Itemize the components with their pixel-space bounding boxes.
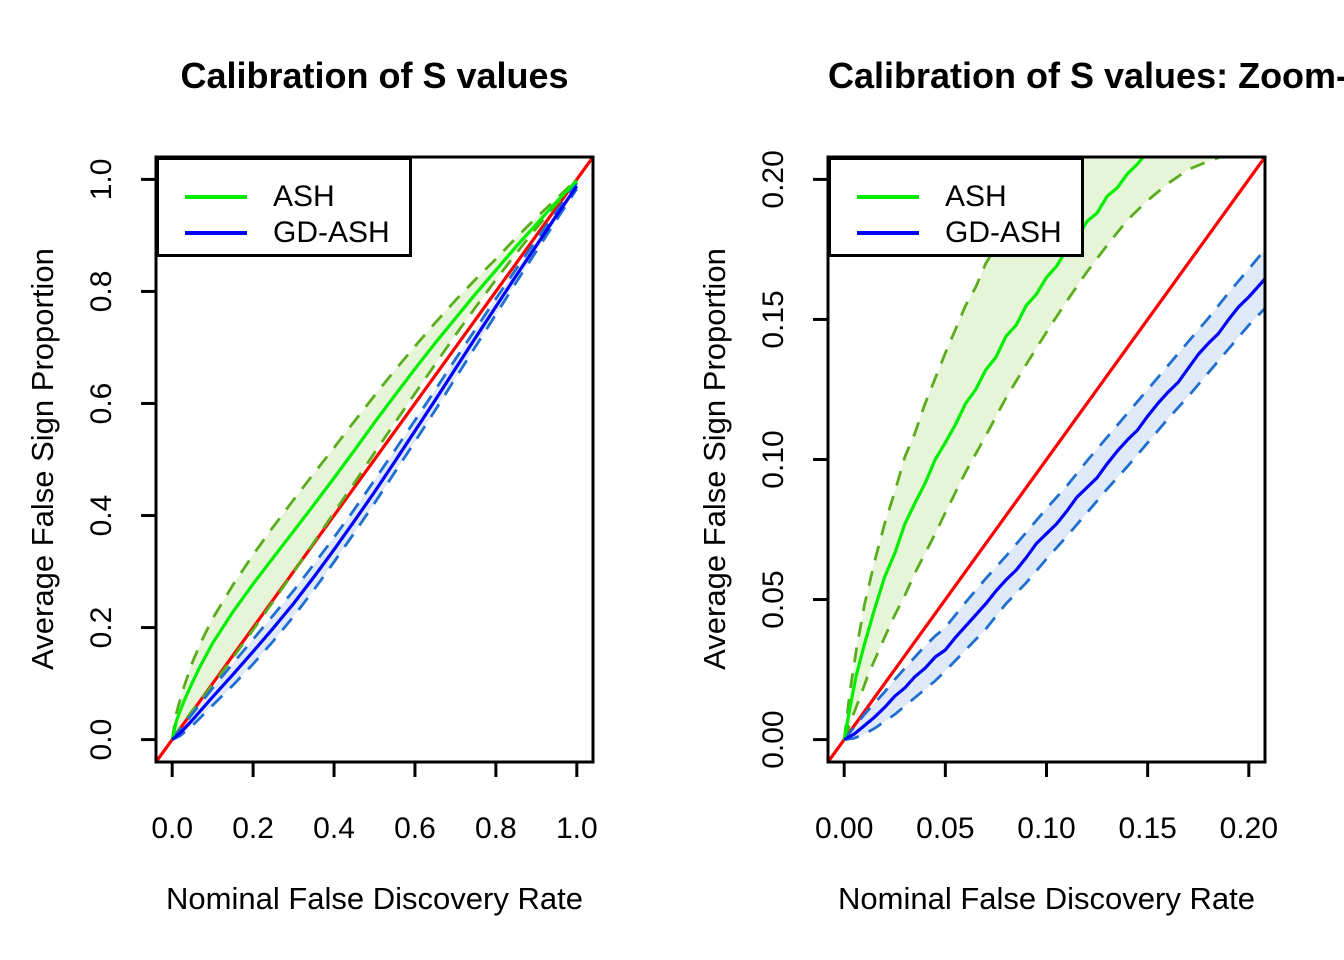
ash-mean-line	[842, 157, 1146, 740]
x-tick-label: 1.0	[556, 812, 598, 845]
legend-right: ASH GD-ASH	[828, 157, 1084, 257]
x-tick-label: 0.8	[475, 812, 517, 845]
legend-label-gd-ash: GD-ASH	[273, 216, 390, 249]
y-tick-label: 0.10	[757, 430, 790, 488]
panel-calibration-zoom: 0.00 0.05 0.10 0.15 0.20 0.00 0.05 0.10 0.15 0.20…	[672, 0, 1344, 960]
y-axis-label-left: Average False Sign Proportion	[25, 248, 60, 670]
x-tick-label: 0.0	[151, 812, 193, 845]
y-tick-label: 0.00	[757, 710, 790, 768]
gdash-upper-ci-line	[843, 248, 1265, 741]
gdash-mean-line	[843, 277, 1265, 741]
x-tick-label: 0.05	[916, 812, 974, 845]
ash-lower-ci-line	[171, 181, 578, 741]
legend-entry-ash: ASH	[185, 180, 335, 213]
x-tick-label: 0.00	[815, 812, 873, 845]
legend-label-ash: ASH	[945, 180, 1007, 213]
plot-svg-0: 0.0 0.2 0.4 0.6 0.8 1.0 0.0 0.2 0.4 0.6 0.8 1.0	[85, 155, 598, 845]
ash-line-swatch	[857, 195, 919, 199]
gdash-mean-line	[171, 185, 579, 741]
panel-calibration: 0.0 0.2 0.4 0.6 0.8 1.0 0.0 0.2 0.4 0.6 0.8 1.0 Cal…	[25, 55, 598, 917]
identity-line-line	[156, 157, 593, 762]
ash-line-swatch	[185, 195, 247, 199]
legend-left: ASH GD-ASH	[156, 157, 412, 257]
x-tick-label: 0.2	[232, 812, 274, 845]
plot-svg-1: 0.00 0.05 0.10 0.15 0.20 0.00 0.05 0.10 0.15 0.20	[757, 150, 1278, 845]
y-axis-label-right: Average False Sign Proportion	[697, 248, 732, 670]
plot-title-right: Calibration of S values: Zoom-in	[828, 55, 1344, 96]
y-tick-label: 0.6	[85, 383, 118, 425]
x-axis-label-left: Nominal False Discovery Rate	[166, 881, 583, 916]
x-tick-label: 0.4	[313, 812, 355, 845]
y-tick-label: 0.4	[85, 495, 118, 537]
y-tick-label: 0.20	[757, 150, 790, 208]
identity-line-line	[828, 157, 1265, 762]
x-tick-label: 0.6	[394, 812, 436, 845]
y-tick-label: 0.05	[757, 570, 790, 628]
gd-ash-line-swatch	[185, 231, 247, 235]
gdash-lower-ci-line	[171, 188, 578, 741]
gdash-lower-ci-line	[844, 307, 1265, 741]
ash-mean-line	[170, 179, 578, 740]
legend-entry-gd-ash: GD-ASH	[857, 216, 1062, 249]
legend-label-ash: ASH	[273, 180, 335, 213]
y-tick-label: 0.15	[757, 290, 790, 348]
x-tick-label: 0.15	[1118, 812, 1176, 845]
y-tick-label: 0.2	[85, 607, 118, 649]
legend-label-gd-ash: GD-ASH	[945, 216, 1062, 249]
ash-upper-ci-line	[170, 178, 578, 740]
gd-ash-line-swatch	[857, 231, 919, 235]
legend-entry-ash: ASH	[857, 180, 1007, 213]
legend-entry-gd-ash: GD-ASH	[185, 216, 390, 249]
x-tick-label: 0.10	[1017, 812, 1075, 845]
ash-upper-ci-line	[842, 157, 1047, 740]
x-tick-label: 0.20	[1220, 812, 1278, 845]
x-axis-label-right: Nominal False Discovery Rate	[838, 881, 1255, 916]
y-tick-label: 0.8	[85, 271, 118, 313]
plot-title-left: Calibration of S values	[180, 55, 569, 96]
ash-confidence-band	[844, 157, 1221, 740]
y-tick-label: 0.0	[85, 719, 118, 761]
gdash-upper-ci-line	[171, 182, 578, 741]
y-tick-label: 1.0	[85, 159, 118, 201]
